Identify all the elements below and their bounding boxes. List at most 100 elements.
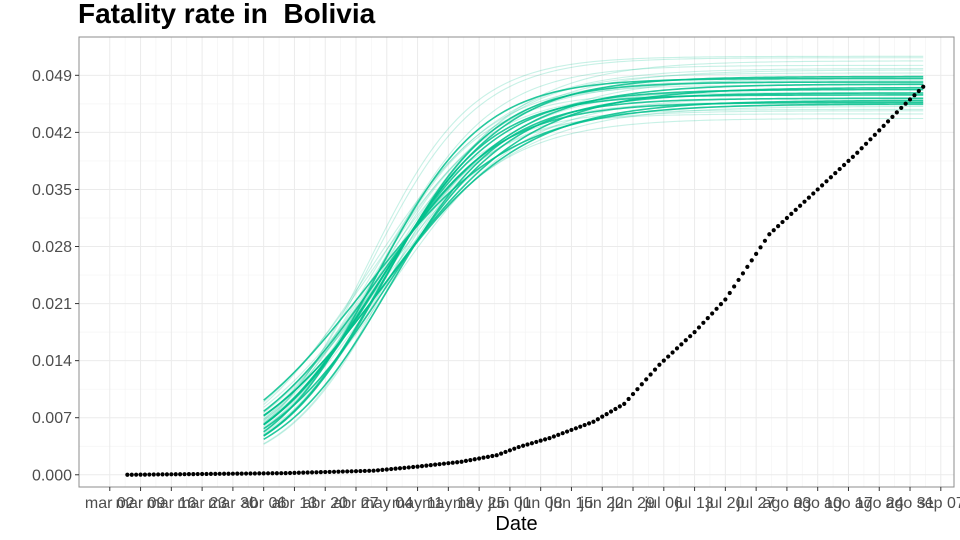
observed-series-points xyxy=(125,84,926,477)
x-tick-label: jul 27 xyxy=(736,495,775,512)
x-tick-label: may 18 xyxy=(422,495,475,512)
x-tick-label: mar 09 xyxy=(116,495,166,512)
observed-point xyxy=(512,446,517,451)
observed-point xyxy=(578,424,583,429)
fit-line xyxy=(263,89,924,423)
observed-point xyxy=(257,471,262,476)
observed-point xyxy=(732,284,737,289)
observed-point xyxy=(463,458,469,464)
observed-point xyxy=(178,472,183,477)
y-tick-label: 0.021 xyxy=(32,296,72,313)
fit-line xyxy=(263,93,924,431)
observed-point xyxy=(727,290,732,296)
observed-point xyxy=(419,464,425,469)
observed-point xyxy=(169,472,174,477)
observed-point xyxy=(798,203,803,208)
observed-point xyxy=(450,460,455,465)
x-tick-label: abr 13 xyxy=(272,495,317,512)
fit-line xyxy=(263,86,924,417)
x-tick-label: mar 16 xyxy=(146,495,196,512)
observed-point xyxy=(362,468,367,474)
observed-point xyxy=(142,472,148,477)
observed-point xyxy=(477,456,482,461)
observed-point xyxy=(507,448,512,453)
observed-point xyxy=(569,427,574,433)
observed-point xyxy=(499,451,504,456)
observed-point xyxy=(666,354,671,359)
y-axis: 0.000 0.007 0.014 0.021 0.028 0.035 0.042 0.049 xyxy=(32,68,79,484)
observed-point xyxy=(340,469,345,474)
fit-line xyxy=(263,105,924,411)
observed-point xyxy=(613,406,618,412)
observed-point xyxy=(789,211,794,216)
observed-point xyxy=(384,467,389,472)
observed-point xyxy=(767,232,772,237)
observed-point xyxy=(573,426,578,431)
observed-point xyxy=(551,434,556,439)
observed-point xyxy=(894,110,899,115)
observed-point xyxy=(833,171,838,176)
observed-point xyxy=(705,316,710,321)
observed-point xyxy=(714,306,719,311)
observed-point xyxy=(349,469,354,474)
fit-line xyxy=(263,99,924,417)
observed-point xyxy=(287,470,293,476)
observed-point xyxy=(758,245,763,250)
fit-line xyxy=(263,101,924,436)
observed-point xyxy=(793,207,798,212)
x-tick-label: abr 20 xyxy=(303,495,348,512)
observed-point xyxy=(903,101,908,106)
x-tick-label: may 25 xyxy=(453,495,506,512)
observed-point xyxy=(235,471,240,476)
observed-point xyxy=(274,471,279,476)
fit-line xyxy=(263,113,924,445)
fit-line xyxy=(263,97,924,441)
y-tick-label: 0.042 xyxy=(32,125,72,142)
observed-point xyxy=(837,166,842,172)
observed-point xyxy=(824,179,829,184)
observed-point xyxy=(652,367,658,372)
observed-point xyxy=(336,469,341,474)
x-tick-label: ago 24 xyxy=(855,495,904,512)
observed-point xyxy=(828,175,833,180)
panel-border xyxy=(78,36,955,488)
x-tick-label: ago 17 xyxy=(824,495,873,512)
observed-point xyxy=(683,338,688,343)
observed-point xyxy=(428,463,433,468)
fit-line xyxy=(263,81,924,418)
observed-point xyxy=(446,461,451,466)
observed-point xyxy=(213,471,218,476)
observed-point xyxy=(305,470,310,475)
observed-point xyxy=(912,93,917,98)
fit-line xyxy=(263,84,924,445)
observed-point xyxy=(630,391,636,397)
observed-point xyxy=(358,468,363,474)
observed-point xyxy=(156,472,161,477)
observed-point xyxy=(296,470,301,475)
x-tick-label: mar 30 xyxy=(208,495,258,512)
observed-point xyxy=(309,470,315,475)
observed-point xyxy=(323,469,328,475)
observed-point xyxy=(771,228,776,233)
observed-point xyxy=(182,472,187,477)
y-tick-label: 0.049 xyxy=(32,68,72,85)
observed-point xyxy=(600,414,605,419)
observed-point xyxy=(608,409,614,414)
fit-line xyxy=(263,92,924,430)
observed-point xyxy=(375,468,381,473)
observed-point xyxy=(802,199,807,204)
chart-title: Fatality rate in Bolivia xyxy=(78,0,376,29)
observed-point xyxy=(521,443,526,448)
x-tick-label: jun 29 xyxy=(610,495,655,512)
observed-point xyxy=(525,442,530,447)
observed-point xyxy=(811,191,816,196)
fit-line xyxy=(263,81,924,437)
x-tick-label: abr 06 xyxy=(241,495,286,512)
observed-point xyxy=(371,468,376,473)
observed-point xyxy=(393,466,398,471)
fit-line xyxy=(263,83,924,413)
observed-point xyxy=(468,458,473,463)
observed-point xyxy=(331,469,337,474)
fit-line xyxy=(263,103,924,401)
